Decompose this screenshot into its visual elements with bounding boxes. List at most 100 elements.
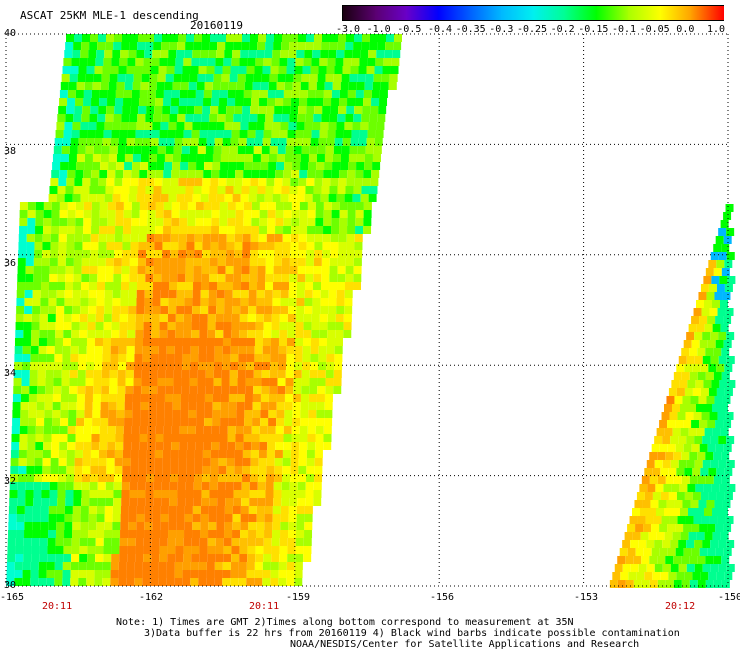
wind-cell — [78, 138, 87, 146]
wind-cell — [98, 458, 107, 466]
wind-cell — [158, 66, 167, 74]
wind-cell — [203, 434, 212, 442]
wind-cell — [209, 282, 218, 290]
wind-cell — [304, 290, 313, 298]
wind-cell — [686, 540, 695, 548]
wind-cell — [112, 514, 121, 522]
wind-cell — [170, 178, 179, 186]
wind-cell — [16, 530, 25, 538]
wind-cell — [254, 138, 263, 146]
wind-cell — [683, 524, 692, 532]
wind-cell — [255, 538, 264, 546]
wind-cell — [347, 170, 356, 178]
wind-cell — [291, 218, 300, 226]
wind-cell — [650, 500, 659, 508]
wind-cell — [80, 514, 89, 522]
wind-cell — [138, 178, 147, 186]
wind-cell — [238, 578, 247, 586]
wind-cell — [274, 234, 283, 242]
wind-cell — [343, 314, 352, 322]
wind-cell — [280, 290, 289, 298]
wind-cell — [74, 178, 83, 186]
wind-cell — [90, 234, 99, 242]
wind-cell — [678, 356, 687, 364]
wind-cell — [303, 546, 312, 554]
wind-cell — [145, 482, 154, 490]
wind-cell — [372, 154, 381, 162]
wind-cell — [331, 218, 340, 226]
wind-cell — [265, 282, 274, 290]
wind-cell — [270, 578, 279, 586]
wind-cell — [321, 266, 330, 274]
wind-cell — [323, 98, 332, 106]
wind-cell — [144, 522, 153, 530]
wind-cell — [297, 266, 306, 274]
wind-cell — [348, 162, 357, 170]
wind-cell — [364, 154, 373, 162]
wind-cell — [10, 466, 19, 474]
wind-cell — [697, 348, 706, 356]
wind-cell — [196, 410, 205, 418]
wind-cell — [97, 186, 106, 194]
wind-cell — [162, 242, 171, 250]
wind-cell — [72, 306, 81, 314]
wind-cell — [690, 396, 699, 404]
wind-cell — [88, 506, 97, 514]
wind-cell — [344, 194, 353, 202]
wind-cell — [193, 266, 202, 274]
wind-cell — [86, 362, 95, 370]
wind-cell — [66, 450, 75, 458]
wind-cell — [283, 202, 292, 210]
wind-cell — [175, 130, 184, 138]
wind-cell — [264, 122, 273, 130]
wind-cell — [7, 546, 16, 554]
wind-cell — [32, 298, 41, 306]
wind-cell — [38, 578, 47, 586]
wind-cell — [187, 434, 196, 442]
wind-cell — [298, 106, 307, 114]
wind-cell — [646, 564, 655, 572]
wind-cell — [252, 154, 261, 162]
wind-cell — [234, 250, 243, 258]
wind-cell — [315, 434, 324, 442]
wind-cell — [218, 466, 227, 474]
wind-cell — [82, 34, 90, 42]
wind-cell — [306, 450, 315, 458]
wind-cell — [285, 146, 294, 154]
wind-cell — [25, 274, 34, 282]
wind-cell — [64, 50, 73, 58]
wind-cell — [30, 562, 39, 570]
wind-cell — [58, 106, 67, 114]
wind-cell — [713, 452, 722, 460]
wind-cell — [721, 476, 730, 484]
wind-cell — [718, 460, 727, 468]
wind-cell — [727, 380, 736, 388]
wind-cell — [287, 330, 296, 338]
wind-cell — [147, 434, 156, 442]
wind-cell — [285, 386, 294, 394]
wind-cell — [12, 418, 21, 426]
wind-cell — [724, 468, 733, 476]
wind-cell — [383, 58, 392, 66]
wind-cell — [265, 482, 274, 490]
wind-cell — [267, 202, 276, 210]
wind-cell — [82, 474, 91, 482]
wind-cell — [92, 418, 101, 426]
wind-cell — [11, 426, 20, 434]
wind-cell — [20, 410, 29, 418]
wind-cell — [39, 314, 48, 322]
wind-cell — [89, 114, 98, 122]
wind-cell — [74, 458, 83, 466]
colorbar-tick-label: -3.0 — [335, 24, 361, 35]
wind-cell — [51, 442, 60, 450]
wind-cell — [329, 258, 338, 266]
wind-cell — [278, 354, 287, 362]
wind-cell — [306, 106, 315, 114]
wind-cell — [249, 490, 258, 498]
wind-cell — [675, 524, 684, 532]
wind-cell — [314, 178, 323, 186]
wind-cell — [282, 106, 291, 114]
wind-cell — [697, 580, 706, 588]
wind-cell — [265, 114, 274, 122]
wind-cell — [217, 258, 226, 266]
